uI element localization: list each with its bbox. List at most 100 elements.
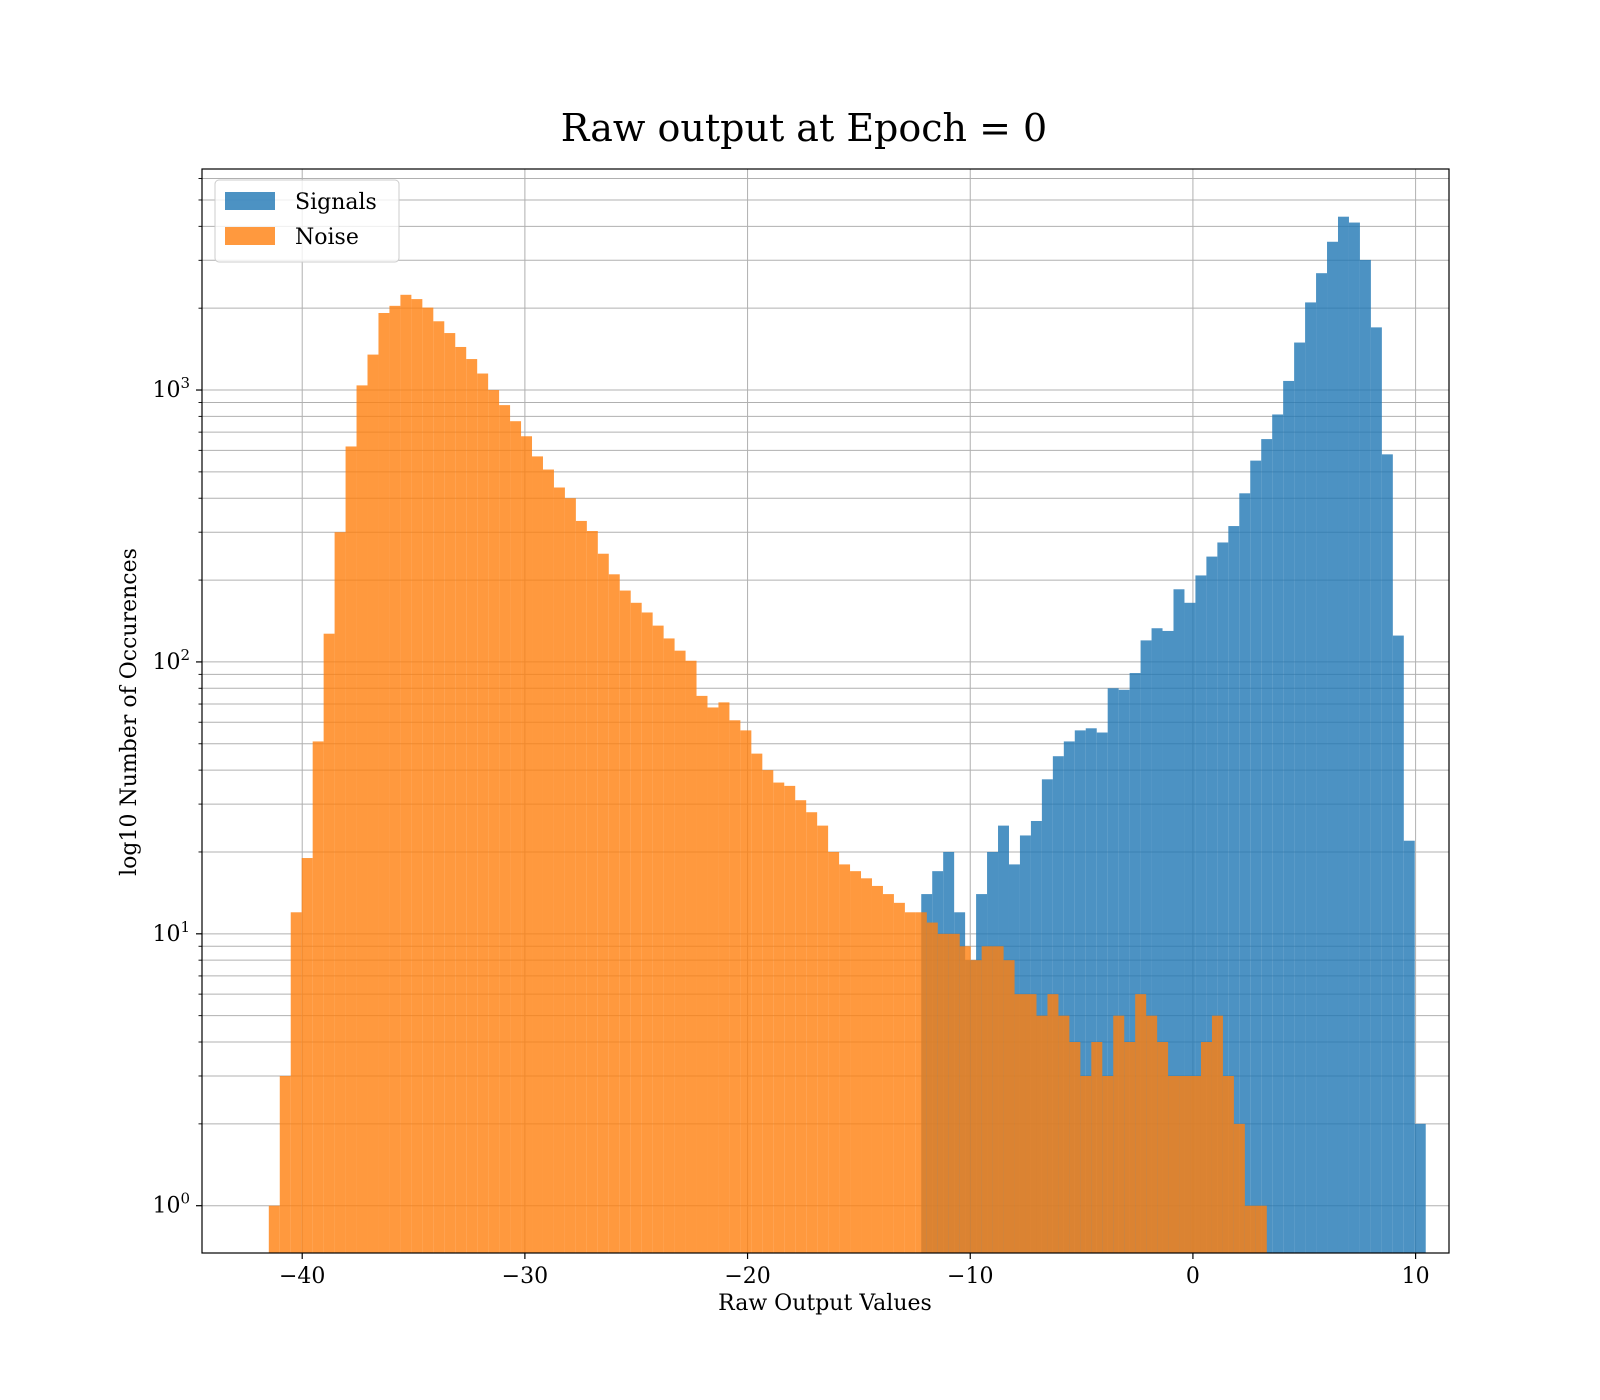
noise-bar	[1113, 1015, 1125, 1253]
noise-bar	[542, 469, 554, 1253]
noise-bar	[904, 912, 916, 1253]
signals-bar	[1381, 454, 1393, 1253]
noise-bar	[356, 385, 368, 1253]
noise-bar	[784, 785, 796, 1253]
noise-bar	[378, 312, 390, 1254]
legend-swatch-noise	[225, 227, 275, 245]
noise-bar	[575, 520, 587, 1253]
noise-bar	[1003, 960, 1015, 1253]
noise-bar	[795, 800, 807, 1253]
noise-bar	[893, 902, 905, 1253]
noise-bar	[882, 894, 894, 1253]
signals-bar	[1327, 241, 1338, 1254]
y-tick-label: 101	[152, 918, 190, 947]
signals-bar	[1250, 460, 1262, 1254]
chart-title: Raw output at Epoch = 0	[561, 106, 1047, 150]
noise-bar	[817, 825, 829, 1253]
noise-bar	[1146, 1015, 1158, 1253]
noise-bar	[937, 933, 949, 1253]
legend: Signals Noise	[214, 179, 400, 263]
noise-bar	[389, 305, 401, 1254]
noise-bar	[1069, 1042, 1081, 1253]
signals-bar	[1316, 273, 1328, 1253]
noise-bar	[312, 741, 324, 1253]
noise-bar	[510, 421, 522, 1254]
noise-bar	[488, 390, 500, 1254]
axis-ticks: −40 −30 −20 −10 0 10 100 101 102 103	[152, 178, 1430, 1289]
signals-bar	[1151, 628, 1163, 1253]
noise-bar	[1047, 994, 1059, 1253]
noise-bar	[959, 946, 971, 1253]
noise-bar	[751, 753, 763, 1253]
noise-bar	[1157, 1042, 1169, 1253]
noise-bar	[422, 307, 434, 1254]
noise-bar	[1255, 1205, 1267, 1253]
signals-bar	[1118, 689, 1130, 1253]
signals-bar	[1096, 732, 1108, 1253]
signals-bar	[1228, 526, 1240, 1253]
noise-bar	[773, 782, 785, 1253]
noise-bar	[1211, 1015, 1223, 1253]
signals-bar	[1294, 342, 1306, 1253]
y-tick-label: 103	[152, 374, 190, 403]
signals-bar	[1085, 728, 1097, 1253]
signals-bar	[1195, 575, 1207, 1253]
noise-bar	[1124, 1042, 1136, 1253]
noise-bar	[828, 851, 840, 1253]
signals-bar	[1283, 380, 1295, 1253]
noise-bar	[1080, 1075, 1092, 1253]
noise-bar	[1036, 1015, 1048, 1253]
x-tick-label: −10	[947, 1264, 993, 1289]
signals-bar	[1217, 542, 1229, 1253]
noise-bar	[762, 770, 774, 1253]
noise-bar	[674, 650, 686, 1253]
legend-label-noise: Noise	[295, 225, 359, 250]
noise-bar	[1233, 1123, 1245, 1253]
signals-bar	[1140, 640, 1152, 1253]
noise-bar	[1091, 1042, 1103, 1253]
signals-bar	[1414, 1123, 1426, 1253]
noise-bar	[1244, 1205, 1256, 1253]
signals-bar	[1239, 493, 1251, 1253]
y-tick-label: 102	[152, 646, 190, 675]
noise-bar	[367, 354, 379, 1253]
signals-bar	[1370, 327, 1382, 1253]
noise-bar	[729, 720, 741, 1253]
noise-bar	[1168, 1075, 1180, 1253]
x-axis-title: Raw Output Values	[718, 1291, 932, 1316]
noise-bar	[268, 1205, 280, 1253]
noise-bar	[499, 405, 511, 1253]
noise-bar	[444, 333, 456, 1253]
signals-bar	[1392, 635, 1404, 1253]
noise-bar	[630, 602, 642, 1253]
signals-bar	[1173, 589, 1185, 1253]
noise-bar	[290, 912, 302, 1253]
plot-area-frame	[201, 168, 1450, 1254]
x-tick-label: −30	[502, 1264, 548, 1289]
signals-bar	[1348, 222, 1360, 1254]
noise-bar	[455, 346, 467, 1253]
signals-bar	[1403, 840, 1415, 1253]
noise-bar	[1025, 994, 1037, 1253]
x-tick-label: −40	[279, 1264, 325, 1289]
noise-bar	[1222, 1075, 1234, 1253]
noise-bar	[400, 294, 412, 1253]
noise-bar	[521, 436, 533, 1253]
noise-bar	[981, 946, 993, 1253]
noise-bar	[1102, 1075, 1114, 1253]
noise-bar	[663, 638, 675, 1253]
noise-bar	[970, 960, 982, 1253]
signals-bar	[1063, 741, 1075, 1253]
noise-bar	[1200, 1042, 1212, 1253]
noise-bar	[707, 707, 719, 1253]
noise-bar	[696, 695, 708, 1253]
y-tick-label: 100	[152, 1190, 190, 1219]
noise-bar	[301, 858, 313, 1253]
x-tick-label: −20	[724, 1264, 770, 1289]
noise-bar	[1135, 994, 1147, 1253]
noise-bar	[532, 456, 543, 1254]
signals-bar	[1359, 259, 1371, 1253]
noise-bar	[323, 633, 335, 1253]
noise-bar	[553, 487, 565, 1253]
